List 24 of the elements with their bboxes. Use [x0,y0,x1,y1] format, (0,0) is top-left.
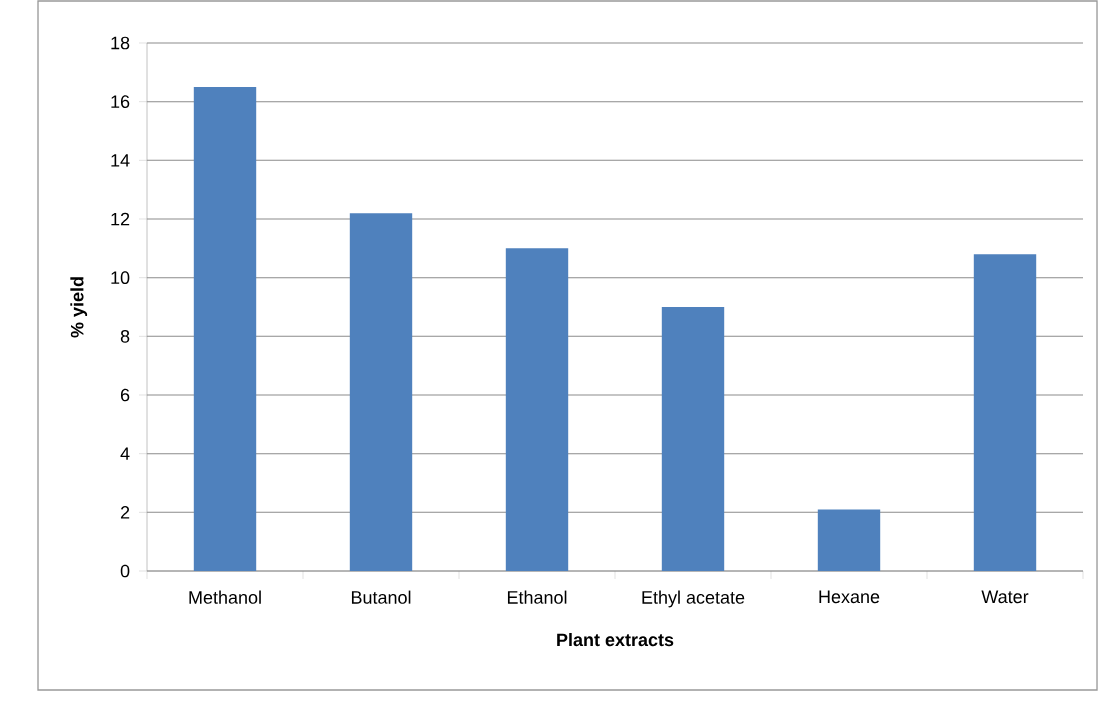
bar [817,509,881,571]
bar [973,254,1037,571]
y-tick-label: 0 [120,564,130,578]
y-tick-label: 8 [120,329,130,343]
bar [349,213,413,571]
y-tick-label: 6 [120,388,130,402]
x-axis-title: Plant extracts [557,632,674,647]
y-tick-label: 18 [111,36,130,50]
x-tick-label: Ethanol [507,590,567,604]
bar [661,307,725,571]
x-tick-label: Water [981,590,1029,604]
bar [193,87,257,571]
x-tick-label: Methanol [189,590,261,604]
y-tick-label: 4 [120,447,130,460]
y-tick-label: 2 [120,506,130,519]
x-tick-label: Hexane [819,590,880,604]
bar [505,248,569,571]
x-tick-label: Ethyl acetate [642,590,745,608]
y-tick-label: 10 [111,271,130,285]
y-tick-label: 14 [111,154,130,167]
y-tick-label: 16 [111,95,130,109]
y-tick-label: 12 [111,212,130,226]
y-axis-title: % yield [70,277,88,338]
x-tick-label: Butanol [351,590,411,604]
